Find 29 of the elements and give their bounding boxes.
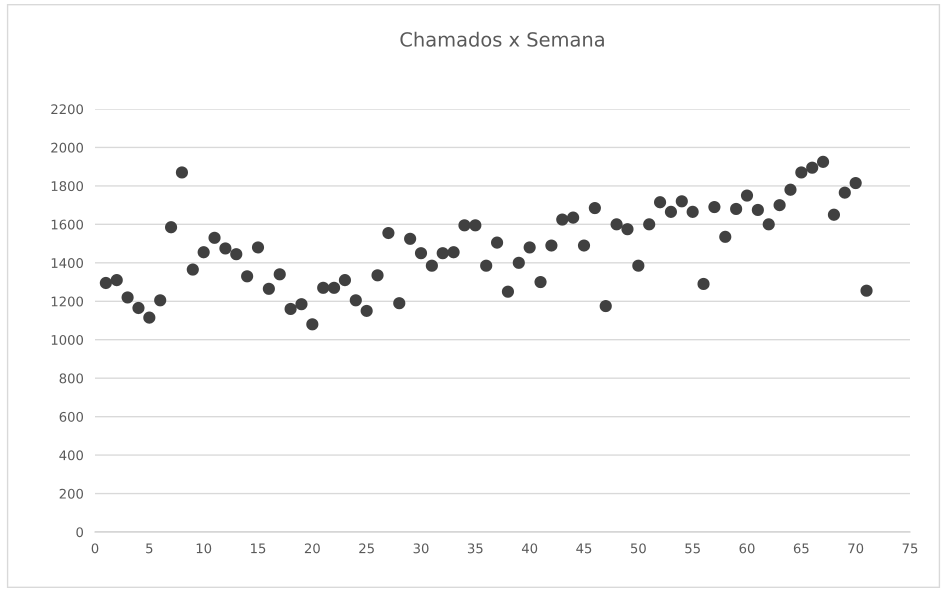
x-tick-label: 65	[794, 543, 809, 554]
x-tick-label: 5	[146, 544, 152, 554]
chart-title: Chamados x Semana	[400, 32, 604, 47]
y-tick-label: 800	[60, 373, 84, 384]
x-tick-label: 30	[414, 543, 429, 554]
x-tick-label: 60	[740, 543, 755, 554]
x-tick-label: 0	[92, 543, 98, 554]
x-tick-label: 20	[304, 543, 320, 554]
x-tick-label: 75	[902, 544, 918, 554]
x-tick-label: 70	[848, 543, 864, 554]
x-tick-label: 25	[359, 543, 374, 554]
x-tick-label: 40	[522, 543, 538, 554]
x-tick-label: 15	[251, 544, 266, 554]
y-tick-label: 1600	[52, 220, 84, 230]
x-tick-label: 45	[576, 544, 592, 554]
x-tick-label: 10	[196, 543, 212, 554]
x-tick-label: 55	[685, 544, 700, 554]
y-tick-label: 2200	[51, 104, 84, 114]
y-tick-label: 0	[76, 527, 84, 538]
y-tick-label: 2000	[51, 142, 84, 153]
y-tick-label: 1400	[52, 258, 84, 268]
y-tick-label: 200	[60, 488, 84, 499]
y-tick-label: 1800	[52, 181, 84, 192]
y-tick-label: 1200	[52, 296, 84, 306]
y-tick-label: 1000	[52, 334, 84, 345]
x-tick-label: 50	[630, 543, 646, 554]
y-tick-label: 600	[60, 412, 84, 422]
y-tick-label: 400	[59, 450, 84, 460]
x-tick-label: 35	[468, 543, 483, 554]
